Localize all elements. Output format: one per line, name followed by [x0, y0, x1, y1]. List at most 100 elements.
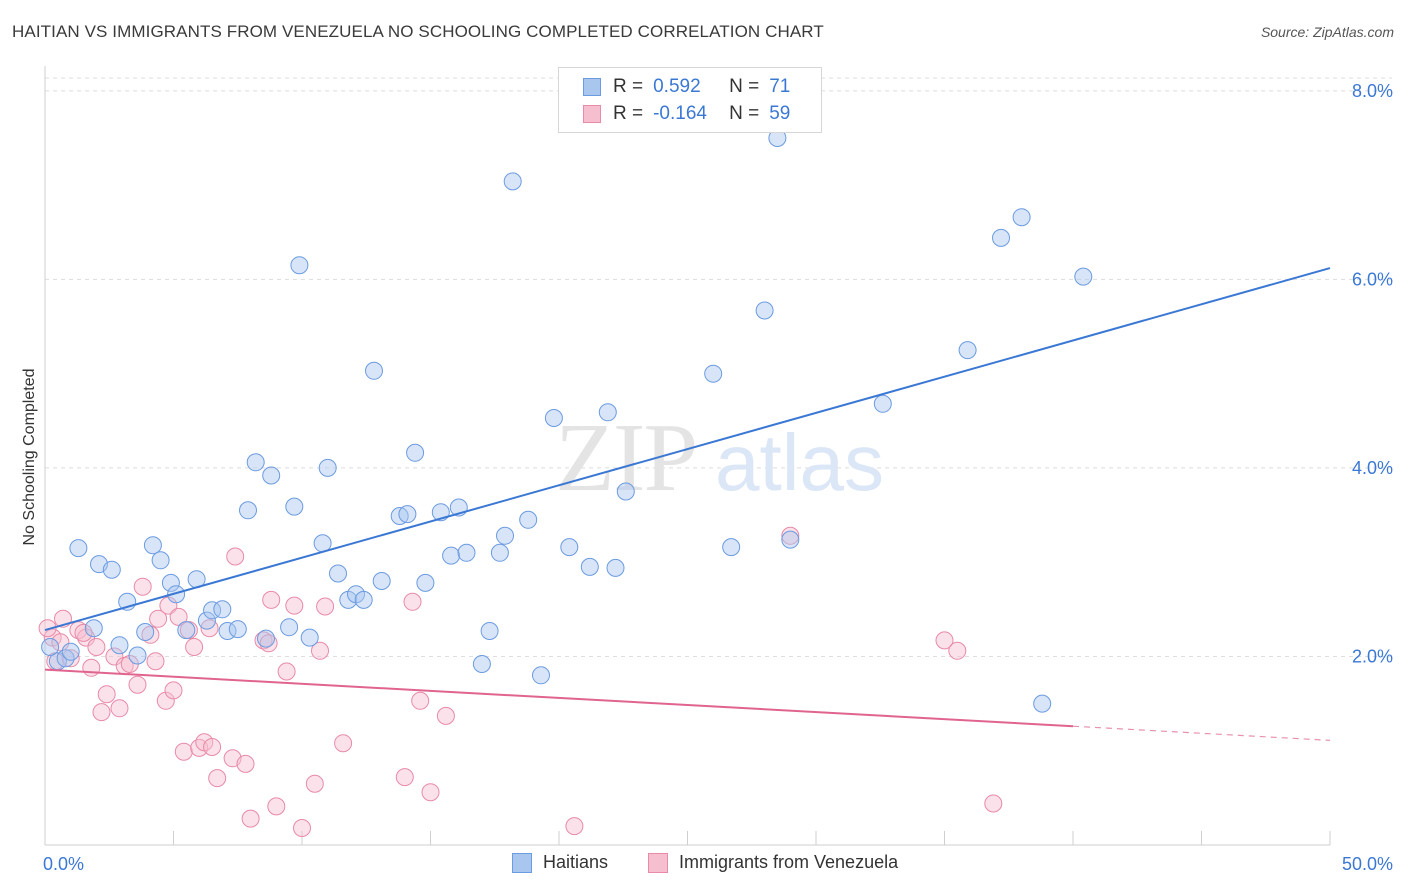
correlation-legend: R = 0.592 N = 71 R = -0.164 N = 59 [558, 67, 822, 133]
venezuela-point [77, 628, 96, 647]
haitian-point [285, 497, 304, 516]
venezuela-point [203, 738, 222, 756]
venezuela-point [267, 797, 286, 816]
legend-swatch-venezuela [648, 852, 668, 873]
venezuela-point [984, 794, 1003, 813]
venezuela-point [241, 809, 260, 828]
legend-swatch-haitians [583, 78, 601, 96]
venezuela-point [316, 597, 335, 616]
haitian-point [41, 638, 60, 656]
legend-swatch-venezuela [583, 105, 601, 123]
haitian-point [490, 543, 509, 562]
haitian-point [560, 538, 579, 557]
haitian-point [329, 564, 347, 583]
haitian-point [300, 628, 319, 647]
haitian-point [280, 618, 299, 637]
legend-item-venezuela: Immigrants from Venezuela [648, 852, 898, 873]
haitian-point [1074, 267, 1093, 286]
venezuela-point [395, 768, 414, 787]
haitian-point [958, 341, 977, 360]
legend-label-venezuela: Immigrants from Venezuela [679, 852, 899, 872]
source-credit: Source: ZipAtlas.com [1260, 24, 1394, 40]
haitian-point [616, 482, 635, 501]
haitian-point [722, 538, 741, 557]
venezuela-point [334, 734, 353, 753]
venezuela-point [285, 596, 304, 615]
legend-r-label: R = [613, 76, 644, 97]
venezuela-point [82, 658, 101, 677]
venezuela-point [262, 590, 281, 609]
haitian-point [262, 466, 281, 485]
haitian-point [84, 619, 103, 638]
haitian-point [177, 621, 196, 640]
legend-n-value: 71 [769, 76, 791, 97]
venezuela-point [110, 699, 129, 718]
venezuela-point [421, 783, 440, 802]
haitian-point [102, 560, 121, 579]
venezuela-point [411, 691, 430, 710]
haitian-point [606, 558, 625, 577]
venezuela-point [164, 681, 183, 700]
haitian-point [372, 572, 391, 590]
haitian-point [580, 557, 599, 576]
trend-lines [44, 267, 1331, 741]
venezuela-point [128, 675, 147, 694]
haitian-point [398, 505, 417, 524]
haitian-point [873, 394, 892, 413]
haitian-point [472, 655, 491, 673]
venezuela-point [254, 631, 273, 650]
venezuela-point [277, 662, 296, 681]
legend-r-label: R = [613, 103, 644, 124]
venezuela-point [259, 634, 278, 653]
legend-item-haitians: Haitians [512, 852, 608, 873]
haitian-point [442, 546, 461, 565]
haitian-point [161, 573, 180, 592]
haitian-point [354, 590, 373, 609]
haitian-point [532, 666, 550, 685]
venezuela-point [149, 609, 168, 628]
haitian-point [167, 585, 186, 604]
haitian-point [519, 510, 538, 529]
haitian-point [257, 629, 275, 648]
haitian-point [197, 611, 216, 630]
haitian-point [246, 453, 265, 472]
haitian-point [69, 539, 88, 558]
chart-title: HAITIAN VS IMMIGRANTS FROM VENEZUELA NO … [12, 22, 824, 41]
y-tick-label: 2.0% [1352, 646, 1393, 666]
haitian-point [406, 443, 425, 462]
legend-r-value: -0.164 [653, 103, 707, 124]
venezuela-point [781, 526, 800, 545]
haitian-point [61, 642, 80, 661]
haitian-point [239, 501, 257, 520]
haitian-point [110, 636, 129, 655]
x-tick-label: 0.0% [43, 854, 84, 874]
haitian-point [480, 622, 499, 640]
haitian-point [457, 543, 476, 562]
venezuela-trend-line [44, 668, 1074, 728]
venezuela-point [948, 641, 967, 660]
haitian-point [781, 530, 800, 549]
haitian-point [136, 623, 155, 641]
venezuela-point [169, 607, 188, 626]
venezuela-point [236, 754, 255, 773]
venezuela-point [133, 577, 152, 596]
haitian-point [151, 551, 170, 570]
legend-n-label: N = [729, 103, 760, 124]
venezuela-point [185, 638, 204, 656]
haitian-point [704, 364, 723, 383]
venezuela-point [156, 691, 175, 710]
y-axis-label: No Schooling Completed [21, 369, 38, 546]
venezuela-point [105, 647, 124, 666]
haitian-point [544, 409, 563, 427]
haitian-point [228, 620, 247, 639]
venezuela-point [305, 774, 324, 793]
haitian-point [143, 536, 162, 555]
haitian-point [755, 301, 774, 320]
venezuela-point [436, 706, 455, 725]
venezuela-point [935, 631, 954, 650]
legend-r-value: 0.592 [653, 76, 701, 97]
venezuela-point [174, 742, 193, 761]
haitian-point [365, 361, 383, 380]
legend-n-label: N = [729, 76, 760, 97]
haitian-point [290, 256, 309, 275]
